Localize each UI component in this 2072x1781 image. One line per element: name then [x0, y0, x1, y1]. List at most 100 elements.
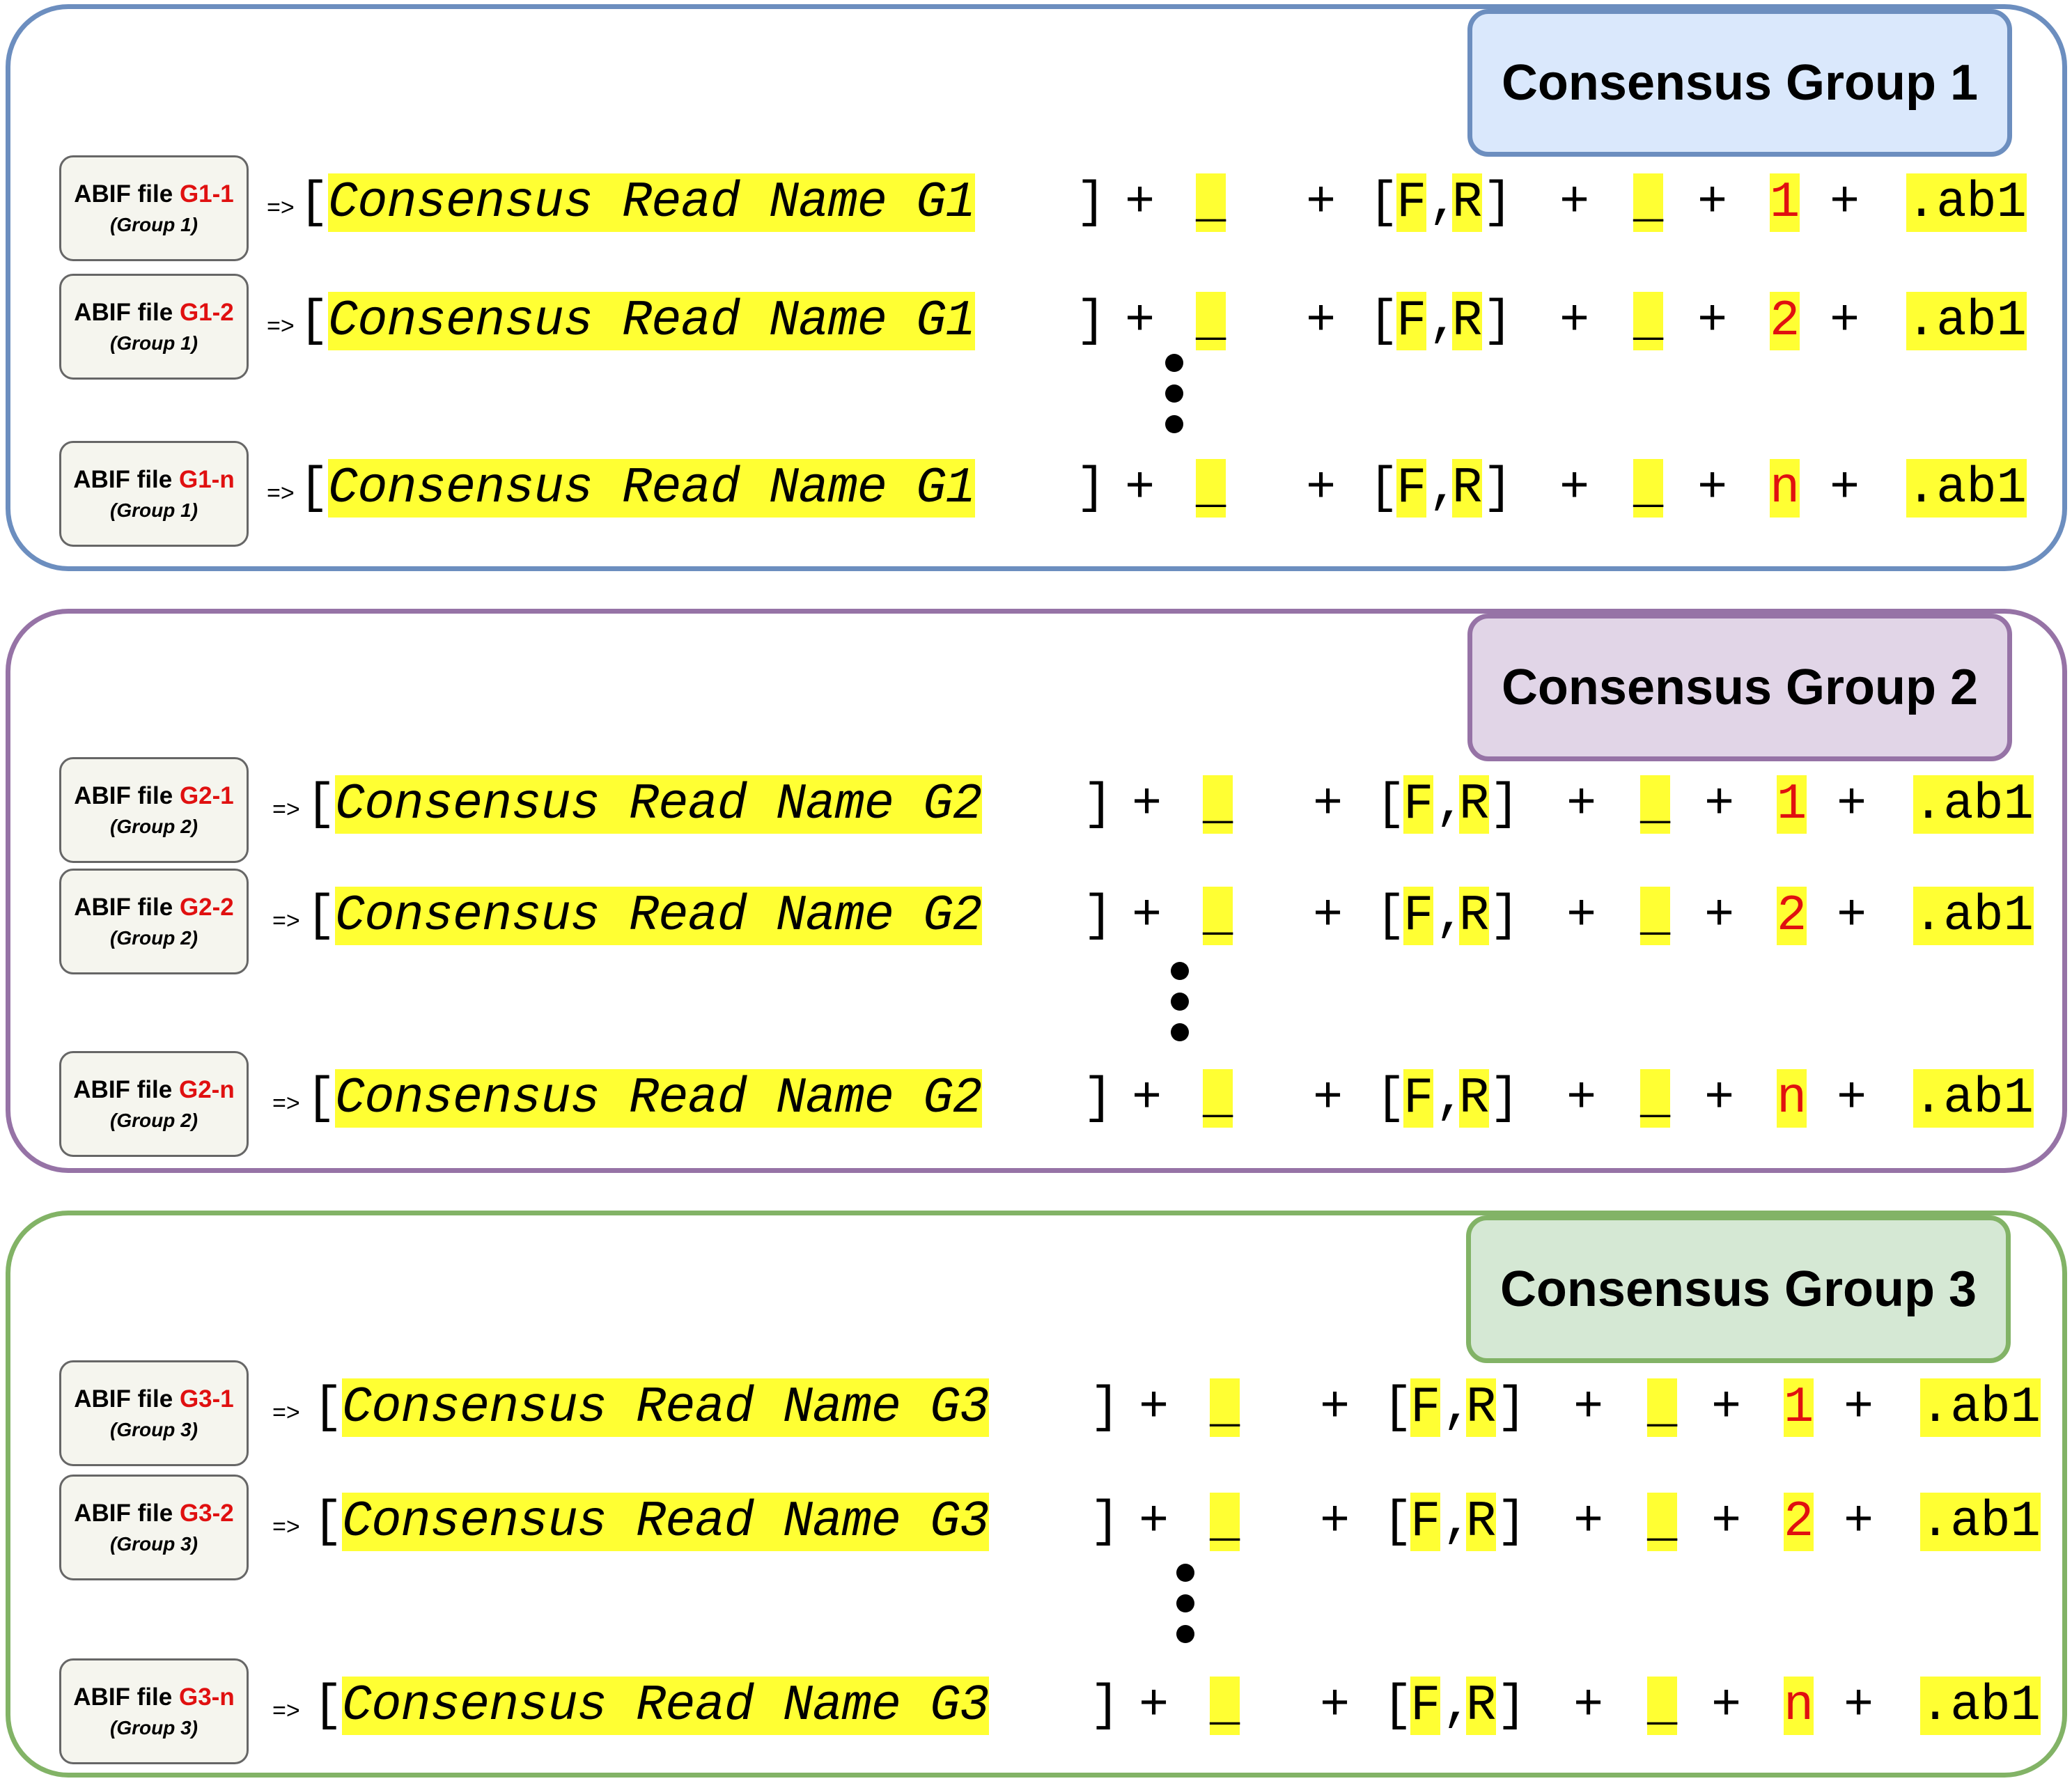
underscore-token: _ [1196, 292, 1226, 350]
abif-file-prefix: ABIF file [74, 299, 173, 326]
plus-sign: + [1139, 1379, 1169, 1436]
direction-forward-token: F [1403, 1069, 1434, 1128]
file-row: ABIF file G3-1 (Group 3) =>[Consensus Read… [59, 1360, 2058, 1472]
index-token: 1 [1777, 775, 1807, 834]
underscore-token: _ [1203, 775, 1233, 834]
direction-reverse-token: R [1466, 1677, 1497, 1735]
file-row: ABIF file G3-n (Group 3) =>[Consensus Read… [59, 1658, 2058, 1770]
plus-sign: + [1837, 776, 1867, 833]
mapping-arrow: => [272, 1514, 300, 1540]
plus-sign: + [1837, 887, 1867, 944]
plus-sign: + [1313, 887, 1343, 944]
file-row: ABIF file G1-1 (Group 1) =>[Consensus Read… [59, 155, 2058, 267]
close-bracket: ] [1083, 1070, 1114, 1127]
abif-file-id: G1-2 [179, 299, 234, 326]
plus-sign: + [1559, 293, 1590, 350]
abif-file-label: ABIF file G2-1 [74, 782, 234, 810]
direction-open-bracket: [ [1382, 1379, 1413, 1436]
direction-reverse-token: R [1459, 887, 1490, 945]
plus-sign: + [1320, 1677, 1350, 1734]
mapping-arrow: => [272, 908, 300, 934]
plus-sign: + [1844, 1677, 1874, 1734]
underscore-token: _ [1647, 1677, 1678, 1735]
close-bracket: ] [1076, 460, 1107, 517]
abif-file-box: ABIF file G1-n (Group 1) [59, 441, 249, 547]
abif-file-prefix: ABIF file [74, 1385, 173, 1413]
abif-file-box: ABIF file G2-1 (Group 2) [59, 757, 249, 863]
index-token: 1 [1770, 173, 1800, 232]
abif-file-prefix: ABIF file [73, 466, 173, 493]
abif-file-prefix: ABIF file [73, 1076, 173, 1103]
extension-token: .ab1 [1913, 887, 2034, 945]
abif-file-label: ABIF file G3-1 [74, 1385, 234, 1413]
plus-sign: + [1132, 776, 1162, 833]
index-token: n [1770, 459, 1800, 518]
abif-file-prefix: ABIF file [74, 180, 173, 208]
plus-sign: + [1313, 776, 1343, 833]
ellipsis-dot [1176, 1594, 1194, 1612]
plus-sign: + [1711, 1493, 1742, 1550]
extension-token: .ab1 [1920, 1493, 2041, 1551]
underscore-token: _ [1633, 173, 1664, 232]
direction-open-bracket: [ [1376, 887, 1406, 944]
abif-file-box: ABIF file G1-1 (Group 1) [59, 155, 249, 261]
direction-reverse-token: R [1466, 1378, 1497, 1437]
read-name-token: Consensus Read Name G1 [328, 292, 976, 350]
plus-sign: + [1306, 174, 1337, 231]
mapping-arrow: => [267, 480, 295, 506]
ellipsis-dot [1171, 993, 1189, 1011]
direction-open-bracket: [ [1382, 1677, 1413, 1734]
abif-file-box: ABIF file G3-2 (Group 3) [59, 1475, 249, 1580]
abif-file-label: ABIF file G3-n [73, 1683, 234, 1711]
plus-sign: + [1844, 1379, 1874, 1436]
file-row: ABIF file G1-n (Group 1) =>[Consensus Read… [59, 441, 2058, 552]
open-bracket: [ [313, 1493, 343, 1550]
open-bracket: [ [299, 293, 329, 350]
group-title: Consensus Group 1 [1467, 9, 2012, 157]
read-name-token: Consensus Read Name G3 [342, 1493, 990, 1551]
direction-close-bracket: ] [1490, 776, 1520, 833]
mapping-arrow: => [267, 194, 295, 221]
plus-sign: + [1830, 460, 1860, 517]
abif-file-prefix: ABIF file [73, 1683, 173, 1711]
direction-forward-token: F [1396, 292, 1427, 350]
plus-sign: + [1566, 1070, 1597, 1127]
direction-close-bracket: ] [1497, 1493, 1527, 1550]
consensus-group-1: Consensus Group 1 ABIF file G1-1 (Group 1)… [6, 4, 2067, 571]
direction-reverse-token: R [1452, 459, 1483, 518]
extension-token: .ab1 [1920, 1677, 2041, 1735]
group-title: Consensus Group 3 [1466, 1215, 2011, 1363]
plus-sign: + [1697, 293, 1728, 350]
direction-reverse-token: R [1452, 173, 1483, 232]
abif-file-prefix: ABIF file [74, 782, 173, 809]
plus-sign: + [1559, 174, 1590, 231]
abif-file-id: G3-2 [179, 1500, 234, 1527]
plus-sign: + [1125, 174, 1155, 231]
underscore-token: _ [1210, 1493, 1240, 1551]
plus-sign: + [1566, 776, 1597, 833]
plus-sign: + [1697, 174, 1728, 231]
plus-sign: + [1132, 887, 1162, 944]
open-bracket: [ [306, 1070, 336, 1127]
direction-forward-token: F [1396, 459, 1427, 518]
abif-group-label: (Group 2) [110, 927, 198, 949]
abif-group-label: (Group 1) [110, 332, 198, 354]
underscore-token: _ [1203, 1069, 1233, 1128]
abif-file-prefix: ABIF file [74, 1500, 173, 1527]
direction-open-bracket: [ [1376, 1070, 1406, 1127]
close-bracket: ] [1083, 776, 1114, 833]
abif-group-label: (Group 3) [110, 1533, 198, 1555]
index-token: 2 [1784, 1493, 1814, 1551]
abif-file-box: ABIF file G1-2 (Group 1) [59, 274, 249, 380]
read-name-token: Consensus Read Name G3 [342, 1677, 990, 1735]
plus-sign: + [1559, 460, 1590, 517]
plus-sign: + [1139, 1677, 1169, 1734]
mapping-arrow: => [272, 1090, 300, 1117]
direction-reverse-token: R [1466, 1493, 1497, 1551]
ellipsis-dot [1171, 1023, 1189, 1041]
direction-open-bracket: [ [1369, 460, 1399, 517]
close-bracket: ] [1090, 1677, 1121, 1734]
group-title: Consensus Group 2 [1467, 614, 2012, 761]
ellipsis-dot [1176, 1625, 1194, 1643]
open-bracket: [ [299, 460, 329, 517]
